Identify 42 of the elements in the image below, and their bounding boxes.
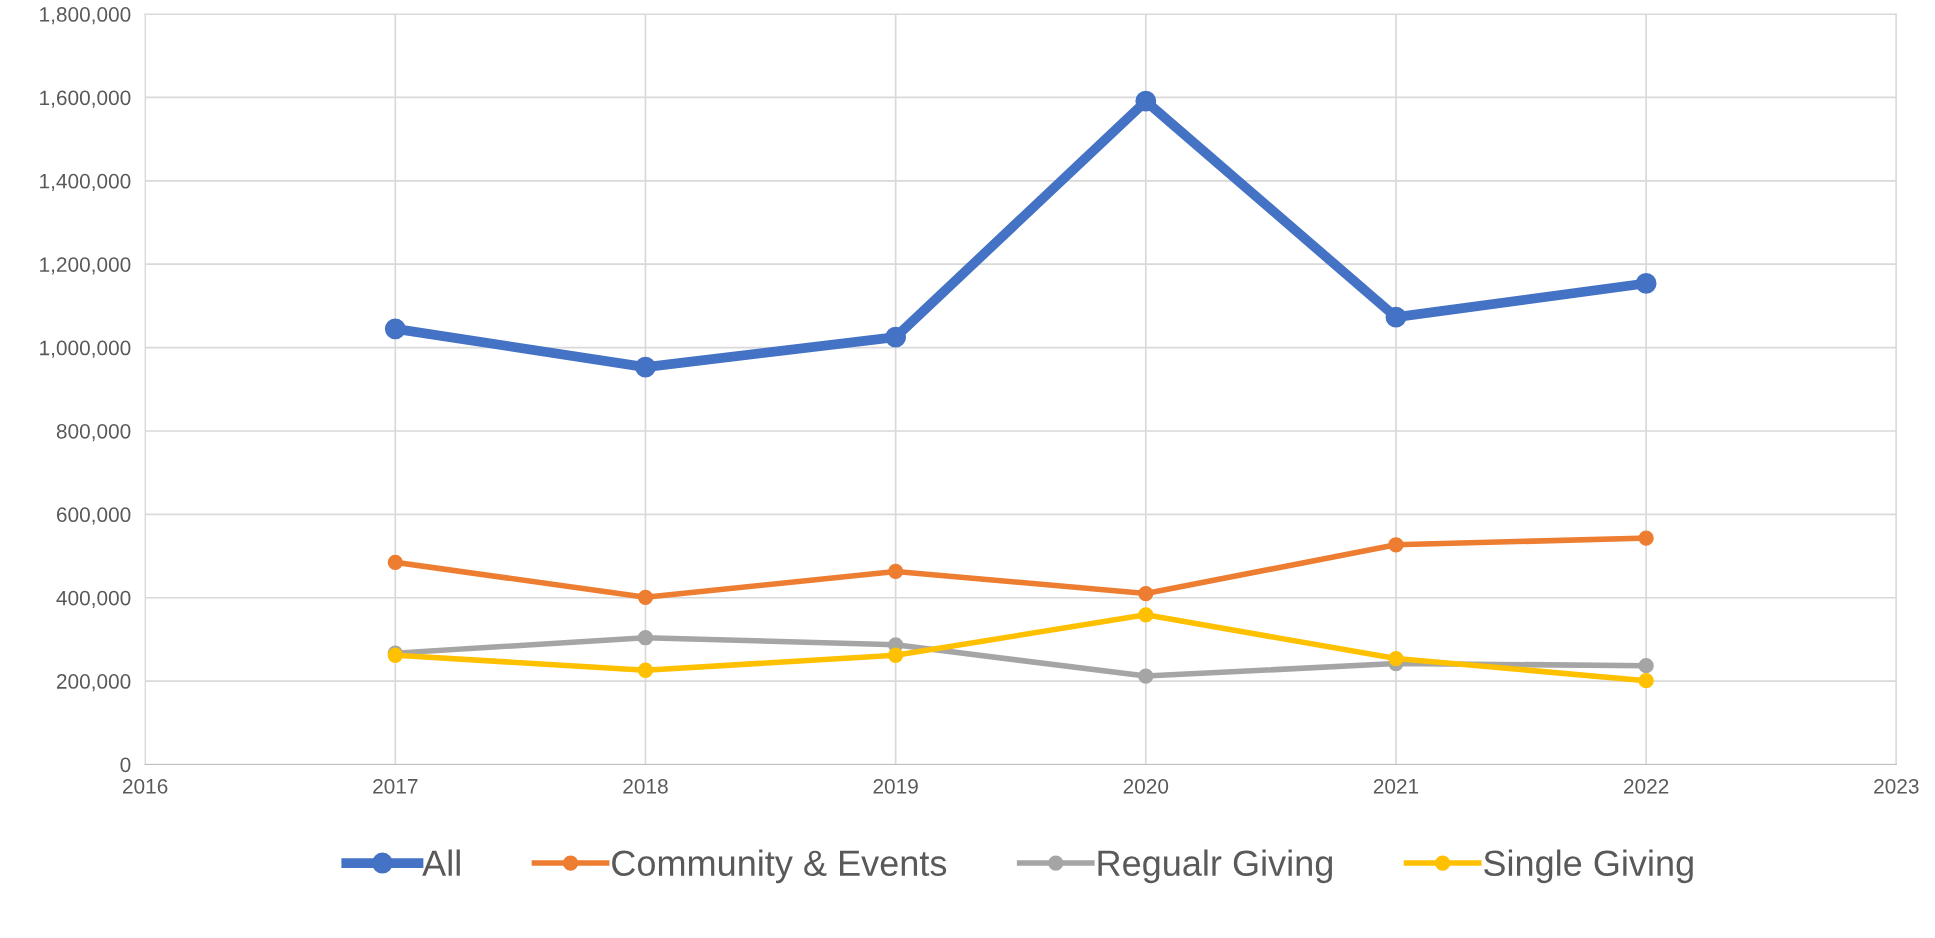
y-tick-label: 800,000 [56, 423, 131, 442]
point [887, 563, 904, 580]
point [1638, 673, 1654, 689]
x-tick-label: 2020 [1123, 778, 1169, 794]
y-tick-label: 1,800,000 [40, 7, 131, 25]
legend-label: Community & Events [612, 849, 947, 884]
point [635, 356, 656, 378]
point [1138, 607, 1154, 623]
point [387, 554, 403, 570]
point [637, 630, 654, 646]
point [1635, 272, 1657, 294]
x-tick-label: 2018 [623, 778, 668, 794]
x-tick-label: 2017 [373, 778, 418, 794]
legend-label: Single Giving [1484, 849, 1693, 884]
y-tick-label: 1,200,000 [40, 257, 131, 275]
y-tick-label: 600,000 [56, 507, 131, 525]
x-tick-label: 2023 [1874, 778, 1919, 794]
point [1385, 306, 1407, 328]
point [1388, 537, 1404, 553]
y-tick-label: 1,000,000 [40, 340, 131, 358]
point [1388, 650, 1404, 667]
point [384, 318, 406, 340]
x-tick-label: 2022 [1624, 778, 1669, 794]
y-tick-label: 200,000 [56, 674, 131, 692]
y-tick-label: 400,000 [56, 590, 131, 608]
point [1638, 530, 1654, 546]
x-tick-label: 2021 [1373, 778, 1419, 794]
x-tick-label: 2019 [873, 778, 918, 794]
legend-label: All [422, 849, 460, 876]
point [887, 647, 904, 663]
y-tick-label: 1,600,000 [40, 90, 131, 108]
point [1135, 90, 1157, 112]
x-tick-label: 2016 [123, 778, 168, 794]
point [885, 326, 907, 348]
point [1138, 668, 1154, 684]
point [1138, 585, 1154, 602]
y-tick-label: 0 [120, 757, 131, 773]
point [637, 662, 654, 678]
point [1638, 658, 1654, 674]
legend-label: Regualr Giving [1098, 849, 1333, 884]
point [637, 589, 654, 605]
y-tick-label: 1,400,000 [40, 173, 131, 192]
